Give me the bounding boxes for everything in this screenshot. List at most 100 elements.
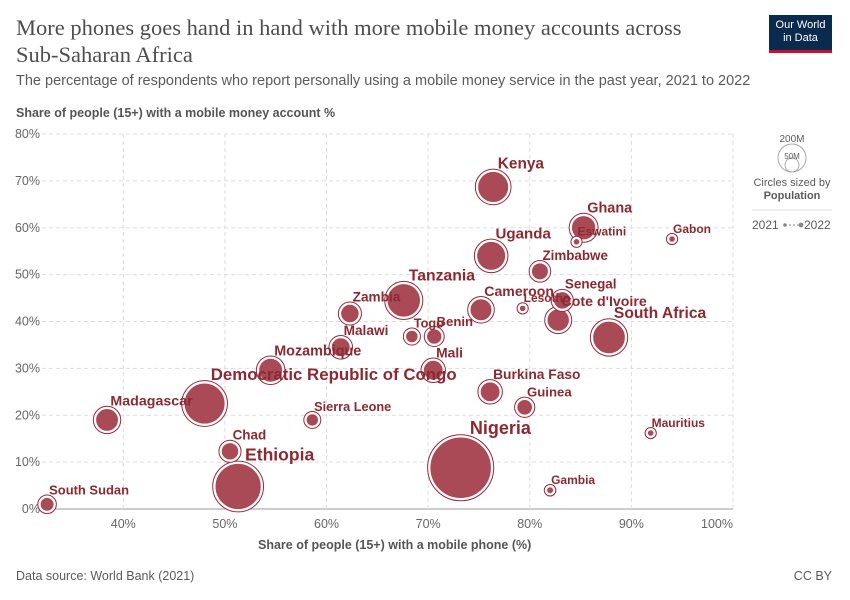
point-label: Gabon <box>673 222 711 236</box>
data-point <box>39 497 55 512</box>
legend-time-start: 2021 <box>752 218 779 232</box>
label-layer: Kenya Ghana Eswatini Gabon Uganda Zimbabwe Les… <box>49 156 711 498</box>
point-label: Ghana <box>587 201 633 217</box>
data-point <box>305 413 319 427</box>
y-tick-label: 70% <box>15 174 40 188</box>
y-tick-label: 40% <box>15 315 40 329</box>
x-tick-label: 80% <box>517 517 542 531</box>
data-point <box>592 320 626 355</box>
point-label: Burkina Faso <box>493 366 580 382</box>
x-tick-label: 50% <box>212 517 237 531</box>
point-label: Senegal <box>565 277 617 292</box>
point-label: South Sudan <box>49 482 129 497</box>
owid-logo[interactable]: Our World in Data <box>769 15 832 53</box>
data-source-value[interactable]: World Bank (2021) <box>90 569 195 583</box>
point-label: Zimbabwe <box>542 248 607 263</box>
data-point <box>477 171 510 203</box>
logo-line-2: in Data <box>783 32 818 44</box>
legend-size-large: 200M <box>779 134 804 145</box>
legend-time-dot-start <box>783 223 787 227</box>
legend-circle-small <box>784 157 800 173</box>
y-tick-label: 10% <box>15 455 40 469</box>
point-label: Malawi <box>344 323 389 338</box>
data-point <box>668 235 676 243</box>
point-label: Madagascar <box>110 394 193 410</box>
legend-size-small: 50M <box>784 152 800 161</box>
data-point <box>469 298 493 322</box>
point-label: Democratic Republic of Congo <box>211 365 457 384</box>
x-tick-label: 40% <box>111 517 136 531</box>
data-point <box>546 486 554 495</box>
legend-time-dot-end <box>798 222 804 228</box>
logo-line-1: Our World <box>775 19 826 31</box>
data-point <box>220 442 240 461</box>
data-point <box>330 337 351 358</box>
data-point <box>516 399 533 416</box>
x-tick-label: 70% <box>416 517 441 531</box>
point-label: Mauritius <box>652 416 706 430</box>
data-source-label: Data source: <box>16 569 87 583</box>
data-point <box>95 408 119 432</box>
point-label: South Africa <box>614 305 707 322</box>
data-source: Data source: World Bank (2021) <box>16 569 194 583</box>
point-label: Gambia <box>551 473 595 487</box>
data-point <box>386 283 421 318</box>
point-label: Chad <box>233 428 267 443</box>
point-label: Uganda <box>495 225 551 242</box>
x-tick-label: 60% <box>314 517 339 531</box>
data-point <box>429 436 492 499</box>
data-point <box>553 291 572 310</box>
point-label: Lesotho <box>524 291 571 305</box>
data-point <box>519 304 527 312</box>
license-link[interactable]: CC BY <box>793 569 832 583</box>
data-point <box>340 303 360 324</box>
legend-caption-2: Population <box>764 190 821 202</box>
data-point <box>572 238 581 246</box>
data-point <box>531 262 549 281</box>
point-label: Cote d'Ivoire <box>562 294 647 310</box>
data-point <box>258 357 283 383</box>
chart-subtitle: The percentage of respondents who report… <box>16 73 751 89</box>
point-label: Zambia <box>353 289 401 304</box>
data-point <box>214 463 262 510</box>
data-point <box>476 241 506 271</box>
x-tick-label: 100% <box>701 517 733 531</box>
y-axis-label: Share of people (15+) with a mobile mone… <box>16 106 336 120</box>
legend-time-end: 2022 <box>804 218 831 232</box>
y-tick-label: 50% <box>15 268 40 282</box>
tick-layer: 0% 10% 20% 30% 40% 50% 60% 70% 80% 40% 50% 60% 70% 80… <box>15 127 733 531</box>
data-point <box>183 382 226 425</box>
data-point <box>546 308 570 332</box>
point-label: Guinea <box>527 385 572 400</box>
y-tick-label: 60% <box>15 221 40 235</box>
point-label: Sierra Leone <box>314 399 391 414</box>
legend: 200M 50M Circles sized by Population 202… <box>752 134 832 232</box>
data-point <box>647 429 655 437</box>
data-point <box>405 329 419 344</box>
y-tick-label: 80% <box>15 127 40 141</box>
point-label: Kenya <box>498 156 545 173</box>
point-label: Mali <box>436 344 463 360</box>
chart-title: More phones goes hand in hand with more … <box>16 15 682 67</box>
grid-layer <box>42 133 734 510</box>
point-label: Mozambique <box>274 343 361 359</box>
point-label: Togo <box>414 315 444 330</box>
x-axis-label: Share of people (15+) with a mobile phon… <box>258 538 532 552</box>
point-label: Benin <box>437 314 474 329</box>
x-tick-label: 90% <box>619 517 644 531</box>
point-label: Tanzania <box>409 268 475 285</box>
point-label: Cameroon <box>484 283 554 299</box>
data-point <box>479 381 501 403</box>
point-layer <box>37 168 679 515</box>
point-label: Ethiopia <box>245 444 315 464</box>
data-point <box>571 215 597 241</box>
y-tick-label: 0% <box>22 502 40 516</box>
point-label: Nigeria <box>470 418 532 438</box>
data-point <box>426 328 443 345</box>
legend-caption-1: Circles sized by <box>753 177 831 189</box>
y-tick-label: 30% <box>15 361 40 375</box>
point-label: Eswatini <box>577 225 626 239</box>
data-point <box>422 360 444 381</box>
y-tick-label: 20% <box>15 408 40 422</box>
